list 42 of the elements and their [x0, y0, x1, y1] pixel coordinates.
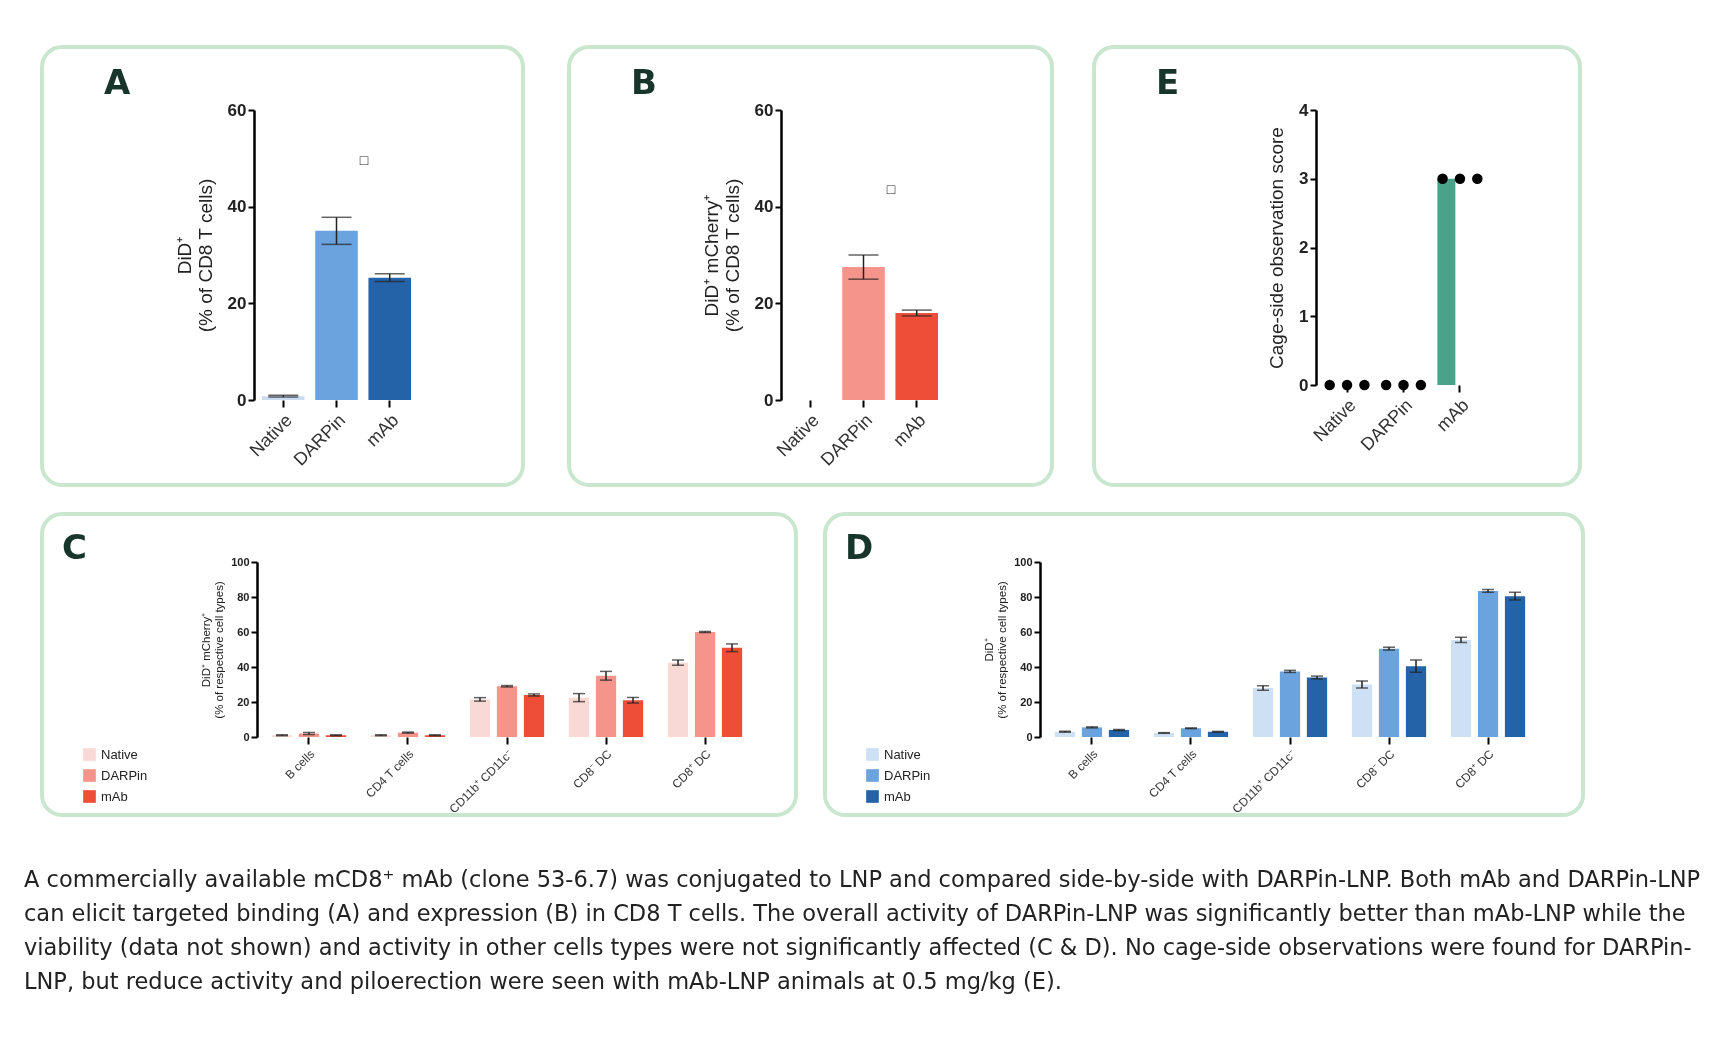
y-tick-label: 40: [227, 197, 247, 217]
y-tick-label: 0: [764, 390, 774, 410]
y-tick-label: 20: [227, 293, 247, 313]
y-tick-label: 2: [1299, 238, 1309, 257]
y-axis-title: DiD⁺ (% of CD8 T cells): [173, 178, 216, 333]
y-tick-label: 40: [1020, 660, 1033, 673]
annotation: □: [886, 181, 896, 197]
y-axis-title: DiD⁺ (% of respective cell types): [982, 581, 1009, 719]
chart-title: D: [845, 527, 874, 567]
y-axis-title: Cage-side observation score: [1266, 127, 1288, 369]
x-tick-label: B cells: [282, 747, 318, 782]
y-tick-label: 0: [237, 390, 247, 410]
y-tick-label: 0: [243, 730, 250, 743]
x-tick-label: CD4 T cells: [363, 747, 417, 801]
chart-title: A: [104, 62, 131, 102]
y-tick-label: 4: [1299, 100, 1310, 120]
y-tick-label: 0: [1026, 730, 1033, 743]
y-axis-title: DiD⁺ mCherry⁺ (% of respective cell types): [199, 581, 226, 719]
annotation: □: [359, 152, 369, 168]
y-tick-label: 1: [1299, 306, 1309, 326]
y-tick-label: 20: [237, 695, 250, 708]
y-tick-label: 100: [231, 555, 250, 568]
chart-title: C: [62, 527, 87, 567]
x-tick-label: B cells: [1065, 747, 1101, 782]
text: A commercially available mCD8⁺ mAb (clone 53-6.7) was conjugated to LNP and compared side-by-side with DARPin-LNP. Both mAb and DARPin-LNP can elicit targeted binding (A) and expression (B) in CD8 T cells. The overall activity of DARPin-LNP was significantly better than mAb-LNP while the viability (data not shown) and activity in other cells types were not significantly affected (C & D). No cage-side observations were found for DARPin-LNP, but reduce activity and piloerection were seen with mAb-LNP animals at 0.5 mg/kg (E).: [24, 865, 1702, 996]
y-tick-label: 60: [227, 100, 247, 120]
y-tick-label: 0: [1299, 375, 1309, 395]
x-tick-label: CD4 T cells: [1146, 747, 1200, 801]
y-tick-label: 100: [1014, 555, 1033, 568]
y-tick-label: 3: [1299, 169, 1309, 189]
y-tick-label: 60: [1020, 625, 1033, 638]
y-tick-label: 80: [237, 590, 250, 603]
y-tick-label: 60: [237, 625, 250, 638]
y-tick-label: 80: [1020, 590, 1033, 603]
y-tick-label: 40: [237, 660, 250, 673]
y-tick-label: 20: [1020, 695, 1033, 708]
y-tick-label: 40: [754, 197, 774, 217]
y-axis-title: DiD⁺ mCherry⁺ (% of CD8 T cells): [700, 178, 743, 333]
y-tick-label: 60: [754, 100, 774, 120]
chart-title: B: [631, 62, 657, 102]
y-tick-label: 20: [754, 293, 774, 313]
chart-title: E: [1156, 62, 1180, 102]
